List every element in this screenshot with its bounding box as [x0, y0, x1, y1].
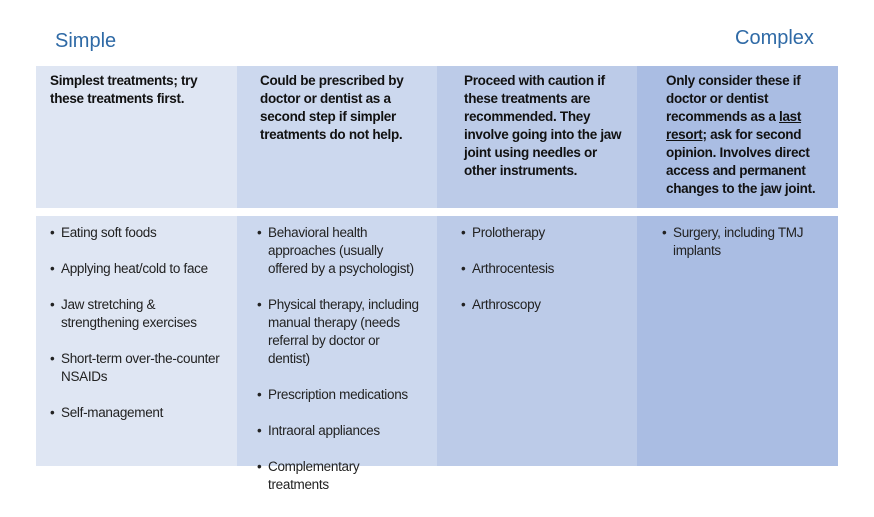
- treatment-item: Surgery, including TMJ implants: [662, 224, 824, 260]
- header-text: Could be prescribed by doctor or dentist…: [260, 73, 404, 142]
- treatment-item: Prescription medications: [257, 386, 423, 404]
- treatment-item: Physical therapy, including manual thera…: [257, 296, 423, 368]
- column-header: Simplest treatments; try these treatment…: [36, 66, 237, 208]
- column-header: Could be prescribed by doctor or dentist…: [237, 66, 437, 208]
- treatment-item: Arthroscopy: [461, 296, 623, 314]
- header-text: Only consider these if doctor or dentist…: [666, 73, 801, 124]
- simple-label: Simple: [55, 30, 117, 52]
- treatment-item: Short-term over-the-counter NSAIDs: [50, 350, 223, 386]
- column-body: Surgery, including TMJ implants: [637, 216, 838, 466]
- treatment-item: Arthrocentesis: [461, 260, 623, 278]
- header-text: Proceed with caution if these treatments…: [464, 73, 622, 178]
- header-text: ; ask for second opinion. Involves direc…: [666, 127, 816, 196]
- column-body: Eating soft foods Applying heat/cold to f…: [36, 216, 237, 466]
- column-body: Behavioral health approaches (usually of…: [237, 216, 437, 492]
- treatment-item: Jaw stretching & strengthening exercises: [50, 296, 223, 332]
- treatment-item: Self-management: [50, 404, 223, 422]
- treatment-item: Eating soft foods: [50, 224, 223, 242]
- header-text: Simplest treatments; try these treatment…: [50, 73, 198, 106]
- treatment-item: Complementary treatments: [257, 458, 423, 494]
- complex-label: Complex: [735, 27, 814, 49]
- treatment-item: Behavioral health approaches (usually of…: [257, 224, 423, 278]
- header-text: last resort: [666, 109, 802, 142]
- treatment-item: Applying heat/cold to face: [50, 260, 223, 278]
- column-header: Proceed with caution if these treatments…: [437, 66, 637, 208]
- column-header: Only consider these if doctor or dentist…: [637, 66, 838, 208]
- treatment-item: Prolotherapy: [461, 224, 623, 242]
- column-body: Prolotherapy Arthrocentesis Arthroscopy: [437, 216, 637, 466]
- treatment-item: Intraoral appliances: [257, 422, 423, 440]
